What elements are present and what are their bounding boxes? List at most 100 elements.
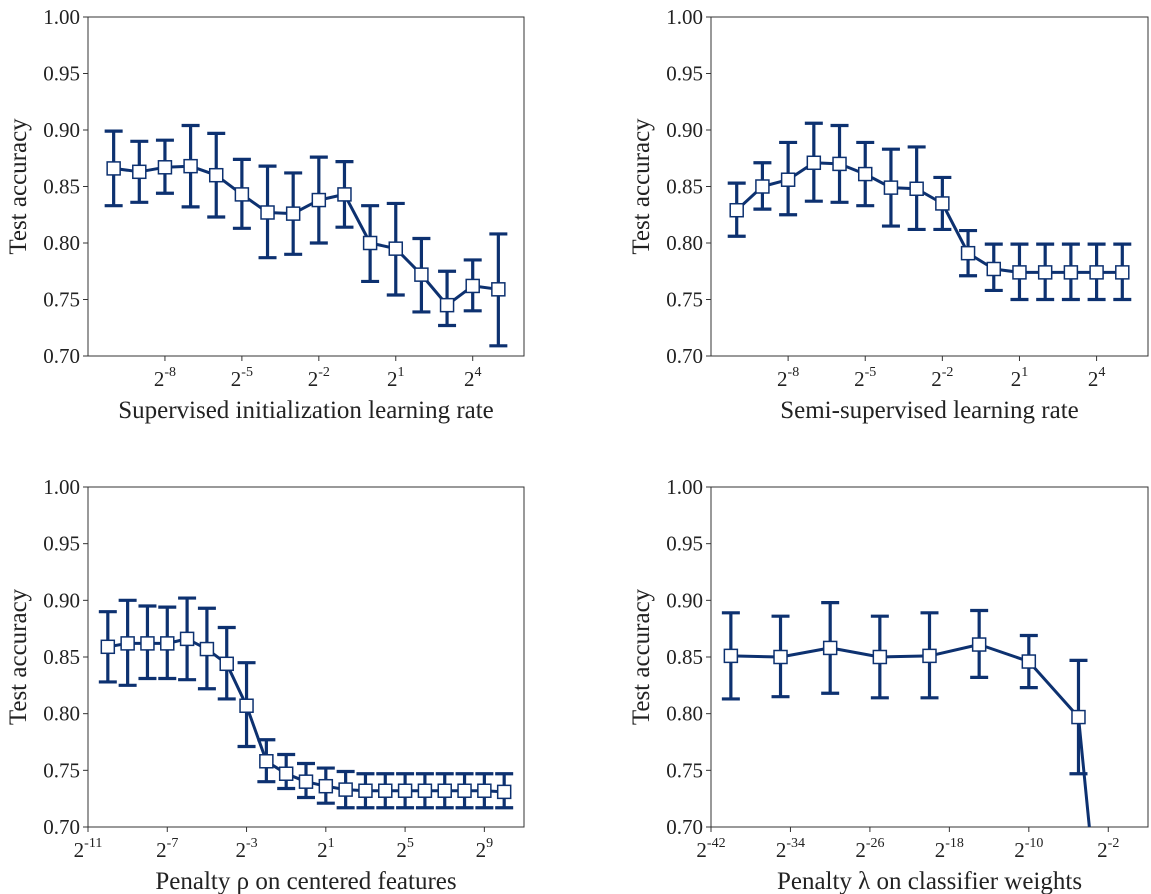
- data-point: [220, 657, 233, 670]
- data-point: [873, 651, 886, 664]
- y-tick-label: 1.00: [43, 5, 80, 29]
- plot-frame: [711, 17, 1148, 356]
- data-point: [161, 637, 174, 650]
- y-tick-label: 1.00: [666, 475, 703, 499]
- data-point: [730, 204, 743, 217]
- data-point: [438, 784, 451, 797]
- y-tick-label: 0.70: [43, 815, 80, 839]
- x-tick-label: 25: [396, 836, 414, 862]
- y-axis-label: Test accuracy: [628, 588, 655, 725]
- data-point: [884, 181, 897, 194]
- x-tick-label: 2-2: [308, 365, 330, 391]
- data-point: [458, 784, 471, 797]
- data-point: [1039, 266, 1052, 279]
- x-tick-label: 2-5: [854, 365, 876, 391]
- x-tick-label: 29: [476, 836, 494, 862]
- x-tick-label: 2-11: [74, 836, 103, 862]
- y-tick-label: 0.80: [666, 702, 703, 726]
- data-point: [158, 161, 171, 174]
- series-1: [728, 123, 1132, 299]
- x-tick-label: 2-18: [935, 836, 964, 862]
- x-tick-label: 21: [317, 836, 335, 862]
- data-point: [910, 182, 923, 195]
- data-point: [724, 649, 737, 662]
- y-tick-label: 0.95: [666, 532, 703, 556]
- y-tick-label: 0.90: [666, 118, 703, 142]
- y-axis-label: Test accuracy: [5, 588, 32, 725]
- x-tick-label: 2-42: [696, 836, 725, 862]
- data-point: [240, 699, 253, 712]
- y-tick-label: 0.90: [666, 588, 703, 612]
- data-point: [101, 640, 114, 653]
- x-tick-label: 2-7: [156, 836, 178, 862]
- y-tick-label: 0.95: [43, 532, 80, 556]
- x-axis-label: Semi-supervised learning rate: [780, 397, 1079, 424]
- y-tick-label: 0.85: [666, 645, 703, 669]
- data-point: [1013, 266, 1026, 279]
- y-tick-label: 0.75: [43, 288, 80, 312]
- data-point: [936, 197, 949, 210]
- chart-panel-1: 0.70 0.75 0.80 0.85 0.90 0.95 1.00 2-8 2-5 2-2 21 2…: [5, 5, 524, 424]
- x-tick-label: 2-34: [776, 836, 805, 862]
- y-tick-label: 0.90: [43, 588, 80, 612]
- plot-frame: [88, 17, 524, 356]
- data-point: [312, 194, 325, 207]
- y-tick-label: 0.70: [43, 344, 80, 368]
- y-tick-label: 0.85: [666, 175, 703, 199]
- y-tick-label: 0.85: [43, 645, 80, 669]
- series-1: [99, 598, 513, 808]
- data-point: [389, 242, 402, 255]
- data-point: [1072, 711, 1085, 724]
- data-point: [260, 755, 273, 768]
- data-point: [833, 157, 846, 170]
- data-point: [399, 784, 412, 797]
- series-1: [105, 125, 508, 345]
- data-point: [181, 632, 194, 645]
- data-point: [923, 649, 936, 662]
- x-tick-label: 2-2: [931, 365, 953, 391]
- x-tick-label: 21: [387, 365, 405, 391]
- chart-panel-3: 0.70 0.75 0.80 0.85 0.90 0.95 1.00 2-11 2-7 2-3 21…: [5, 475, 524, 894]
- x-tick-label: 24: [1088, 365, 1106, 391]
- data-point: [280, 767, 293, 780]
- data-point: [807, 156, 820, 169]
- data-point: [133, 165, 146, 178]
- x-tick-label: 2-2: [1097, 836, 1119, 862]
- data-point: [756, 180, 769, 193]
- x-axis-label: Penalty ρ on centered features: [155, 868, 456, 894]
- data-point: [210, 169, 223, 182]
- data-point: [962, 247, 975, 260]
- y-tick-label: 1.00: [43, 475, 80, 499]
- data-point: [782, 173, 795, 186]
- x-axis-label: Supervised initialization learning rate: [118, 397, 494, 424]
- data-point: [418, 784, 431, 797]
- data-point: [1116, 266, 1129, 279]
- data-point: [141, 637, 154, 650]
- y-tick-label: 0.95: [43, 62, 80, 86]
- y-tick-label: 0.90: [43, 118, 80, 142]
- data-point: [1064, 266, 1077, 279]
- data-point: [1090, 266, 1103, 279]
- data-point: [379, 784, 392, 797]
- x-tick-label: 2-5: [231, 365, 253, 391]
- data-point: [973, 638, 986, 651]
- x-tick-label: 24: [464, 365, 482, 391]
- data-point: [498, 785, 511, 798]
- data-point: [121, 637, 134, 650]
- x-tick-label: 2-8: [154, 365, 176, 391]
- x-tick-label: 2-8: [777, 365, 799, 391]
- x-tick-label: 21: [1011, 365, 1029, 391]
- y-tick-label: 0.75: [666, 758, 703, 782]
- x-axis-label: Penalty λ on classifier weights: [777, 868, 1082, 894]
- chart-panel-4: 0.700.750.800.850.900.951.002-42 2-34 2-26…: [628, 475, 1148, 894]
- data-point: [338, 188, 351, 201]
- y-tick-label: 0.75: [666, 288, 703, 312]
- y-axis-label: Test accuracy: [5, 118, 32, 255]
- data-point: [184, 160, 197, 173]
- x-tick-label: 2-10: [1014, 836, 1043, 862]
- y-tick-label: 0.80: [43, 231, 80, 255]
- data-point: [300, 775, 313, 788]
- data-point: [1022, 655, 1035, 668]
- y-tick-label: 0.80: [666, 231, 703, 255]
